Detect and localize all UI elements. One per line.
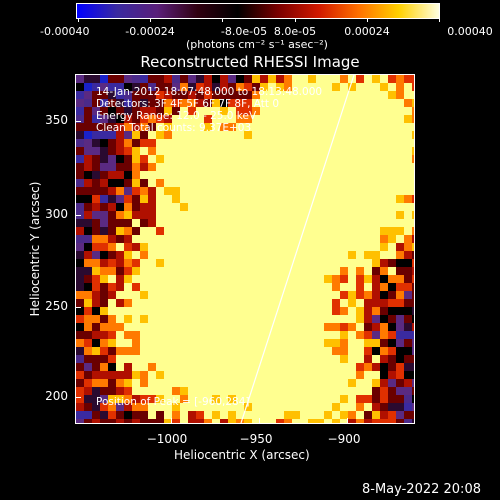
y-axis-label: Heliocentric Y (arcsec) — [28, 181, 42, 317]
y-tick-label: 350 — [45, 113, 68, 127]
annotation-time: 14-Jan-2012 18:07:48.000 to 18:13:48.000 — [96, 86, 323, 98]
annotation-energy: Energy Range: 12.0 - 25.0 keV — [96, 110, 257, 122]
plot-title: Reconstructed RHESSI Image — [140, 53, 360, 71]
y-tick-label: 200 — [45, 389, 68, 403]
colorbar-tick-2: -0.00024 — [125, 25, 175, 38]
y-tick-label: 250 — [45, 299, 68, 313]
annotation-clean: Clean Total counts: 9.37E+03 — [96, 122, 252, 134]
heatmap — [76, 75, 414, 423]
x-tick-label: −900 — [327, 432, 361, 446]
colorbar-tick-5: 0.00024 — [344, 25, 390, 38]
rhessi-image: 14-Jan-2012 18:07:48.000 to 18:13:48.000… — [75, 74, 415, 424]
x-tick-label: −950 — [239, 432, 273, 446]
colorbar-tick-4: 8.0e-05 — [273, 25, 317, 38]
solar-limb-line — [240, 75, 355, 423]
colorbar-tick-6: 0.00040 — [447, 25, 493, 38]
annotation-peak: Position of Peak = [-960,284] — [96, 396, 250, 408]
colorbar-tick-1: -0.00040 — [40, 25, 90, 38]
x-tick-label: −1000 — [146, 432, 188, 446]
colorbar-tick-3: -8.0e-05 — [220, 25, 268, 38]
annotation-detectors: Detectors: 3F 4F 5F 6F 7F 8F, Att 0 — [96, 98, 280, 110]
colorbar-gradient — [77, 4, 439, 18]
x-axis-label: Heliocentric X (arcsec) — [174, 448, 310, 462]
colorbar-units: (photons cm⁻² s⁻¹ asec⁻²) — [186, 38, 328, 51]
timestamp: 8-May-2022 20:08 — [362, 482, 481, 497]
y-tick-label: 300 — [45, 207, 68, 221]
colorbar — [76, 3, 440, 19]
